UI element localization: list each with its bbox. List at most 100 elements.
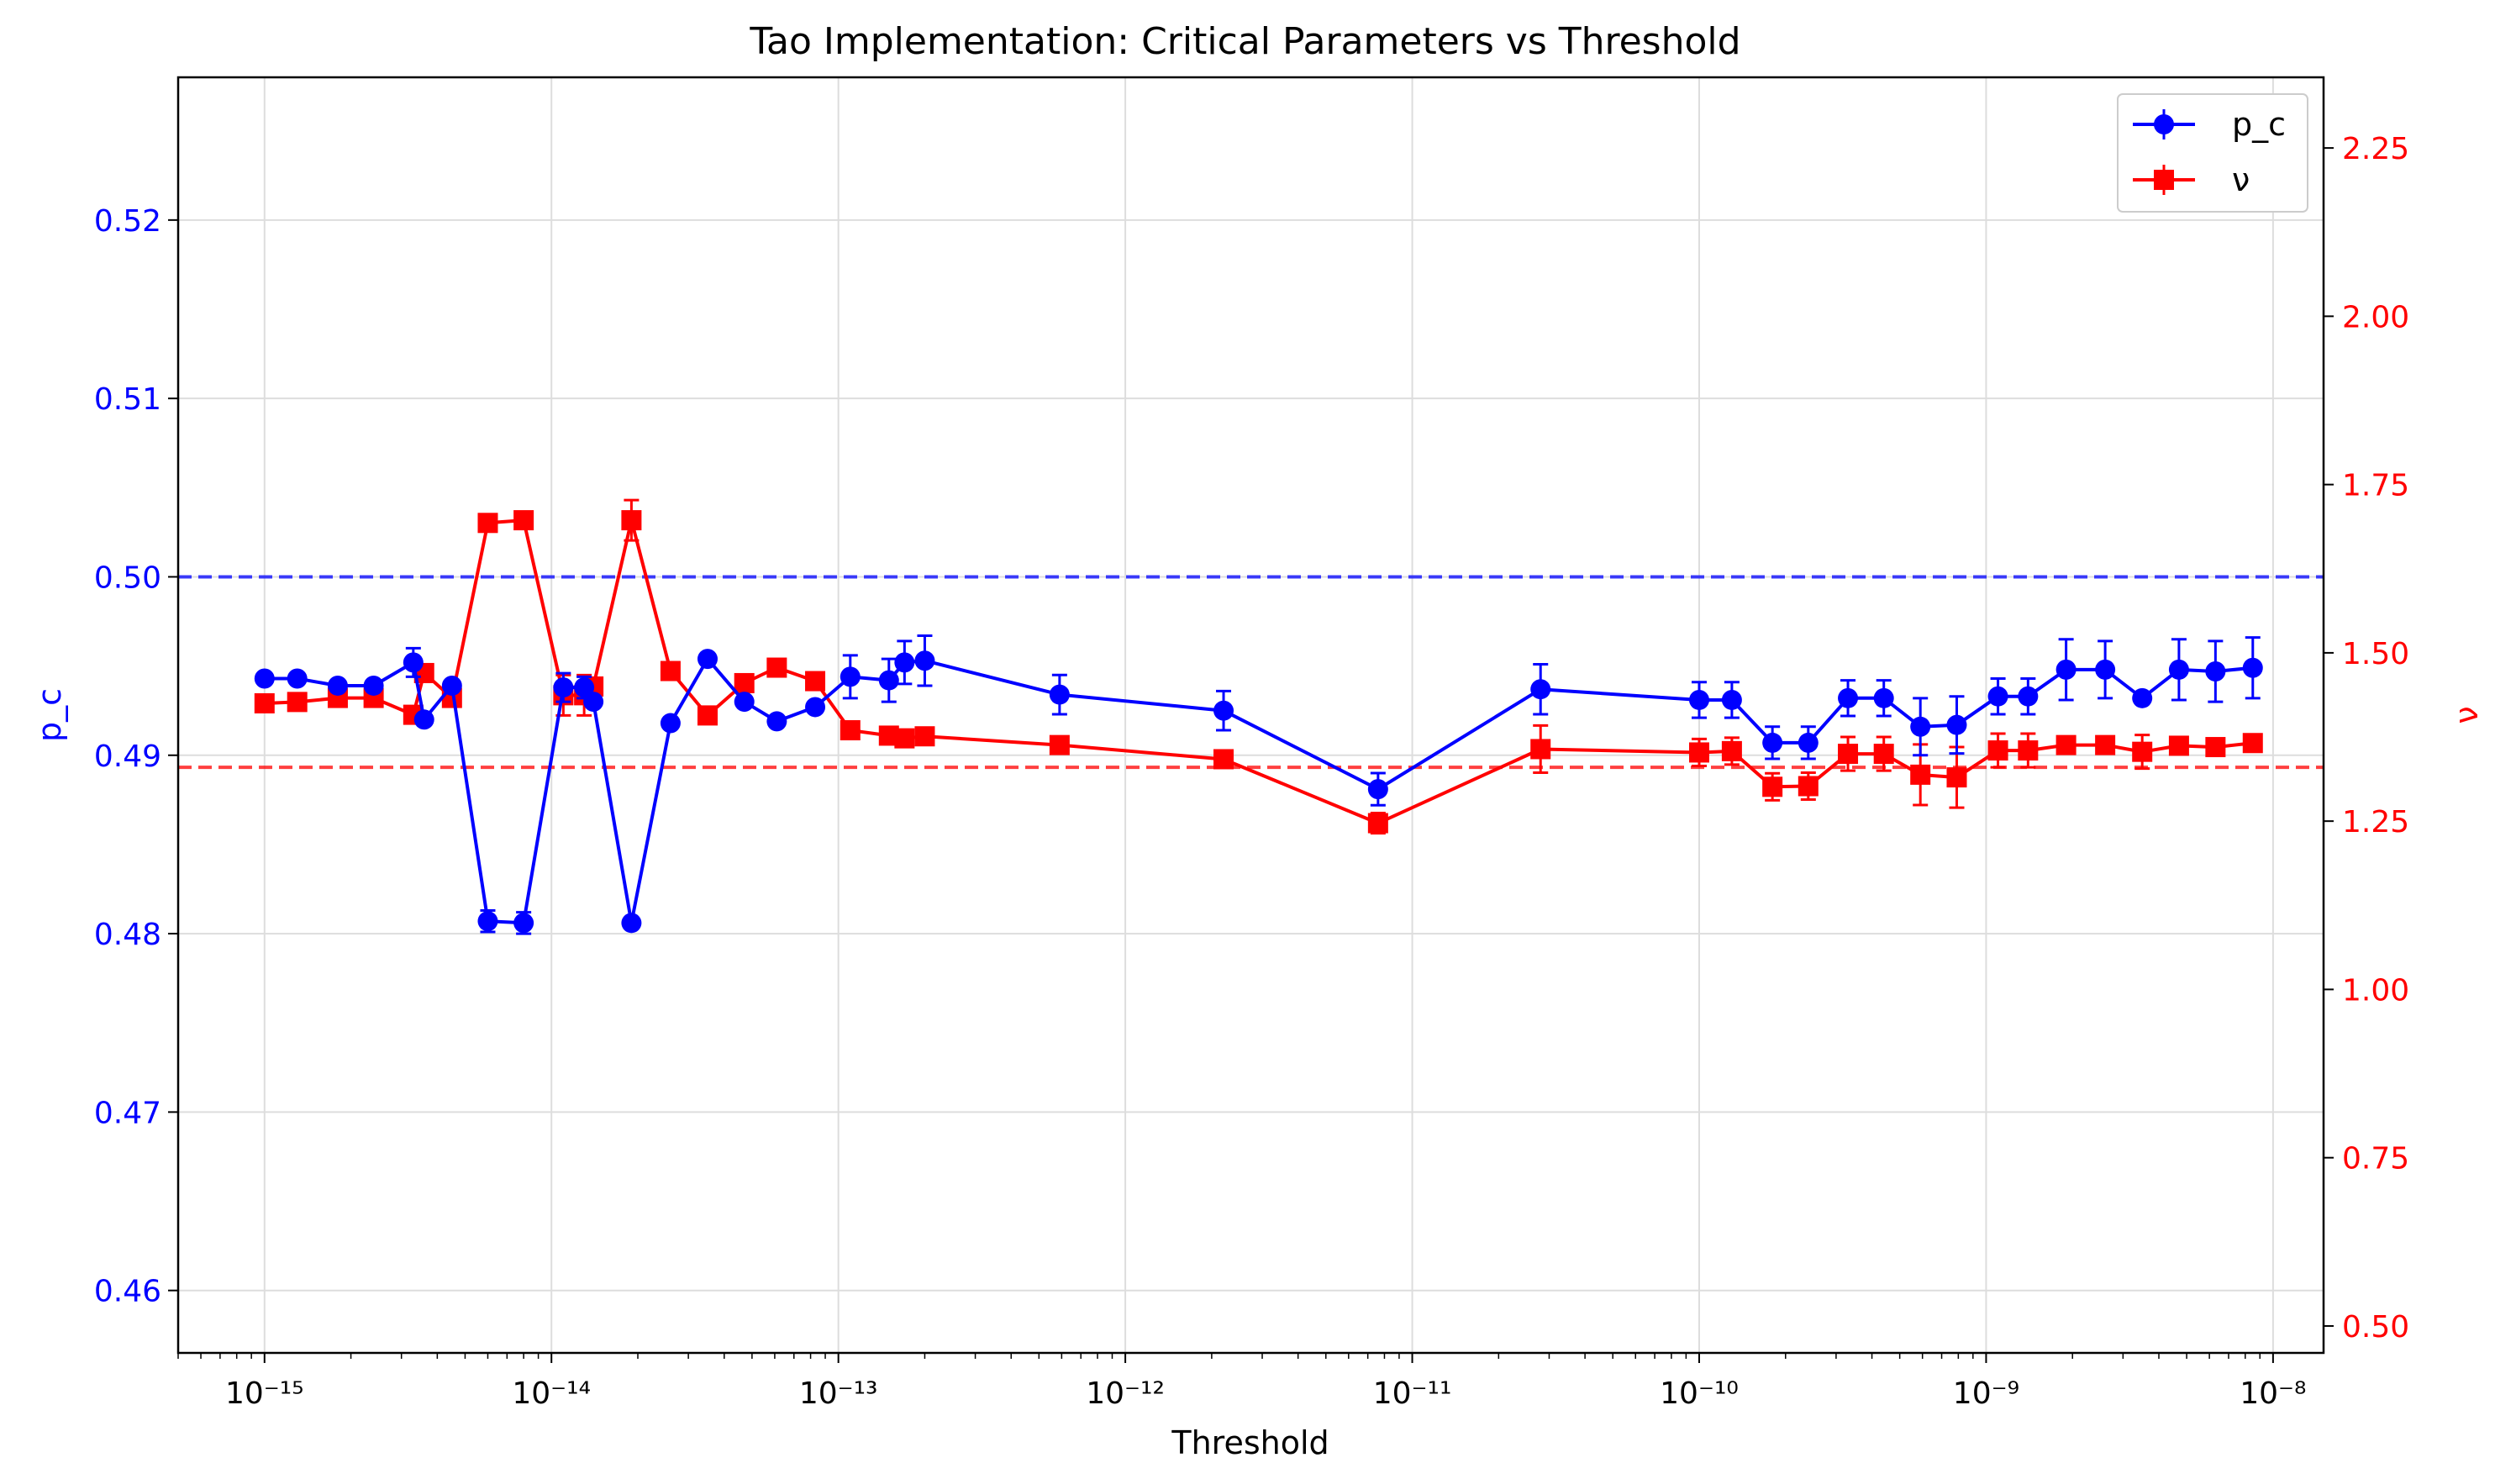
series-pc xyxy=(254,634,2263,935)
data-point-nu xyxy=(254,692,275,713)
data-point-pc xyxy=(1987,686,2008,707)
data-point-pc xyxy=(583,692,604,713)
data-point-pc xyxy=(1838,687,1859,708)
data-point-nu xyxy=(1721,740,1742,761)
data-point-pc xyxy=(327,675,348,696)
data-point-nu xyxy=(1910,764,1931,785)
data-point-pc xyxy=(513,913,534,934)
data-point-pc xyxy=(2205,660,2226,681)
data-point-pc xyxy=(894,652,915,673)
data-point-nu xyxy=(1367,813,1388,834)
legend-label-nu: ν xyxy=(2232,161,2250,198)
data-point-pc xyxy=(1946,714,1967,735)
data-point-pc xyxy=(734,692,755,713)
data-point-pc xyxy=(1688,689,1709,710)
data-point-pc xyxy=(287,668,308,689)
data-point-nu xyxy=(1798,776,1819,797)
data-point-nu xyxy=(1213,749,1234,770)
data-point-pc xyxy=(1762,732,1783,753)
y-axis-left-label: p_c xyxy=(31,688,68,742)
plot-frame xyxy=(176,76,2325,1355)
y-right-tick-label: 0.50 xyxy=(2342,1310,2409,1345)
data-point-nu xyxy=(2168,735,2189,756)
y-right-tick-label: 1.75 xyxy=(2342,469,2409,503)
x-tick-label: 10⁻¹¹ xyxy=(1373,1376,1452,1411)
x-axis-label: Threshold xyxy=(1171,1424,1329,1461)
data-point-nu xyxy=(1762,776,1783,797)
data-point-nu xyxy=(2205,737,2226,758)
data-point-nu xyxy=(1688,742,1709,763)
data-layer xyxy=(254,498,2263,935)
data-point-pc xyxy=(403,652,424,673)
legend: p_c ν xyxy=(2117,93,2308,213)
data-point-nu xyxy=(805,671,826,692)
data-point-pc xyxy=(477,911,498,932)
data-point-pc xyxy=(878,670,899,691)
y-left-tick-label: 0.51 xyxy=(94,382,161,417)
data-point-pc xyxy=(2055,659,2077,680)
data-point-pc xyxy=(2168,659,2189,680)
data-point-pc xyxy=(574,677,595,698)
y-left-tick-label: 0.48 xyxy=(94,918,161,952)
x-tick-label: 10⁻⁹ xyxy=(1953,1376,2019,1411)
data-point-pc xyxy=(1910,716,1931,737)
y-left-tick-label: 0.52 xyxy=(94,204,161,239)
data-point-nu xyxy=(2095,734,2116,755)
y-left-tick-label: 0.46 xyxy=(94,1275,161,1309)
data-point-nu xyxy=(1946,767,1967,788)
data-point-pc xyxy=(1367,779,1388,800)
data-point-nu xyxy=(1873,744,1894,765)
y-right-tick-label: 1.50 xyxy=(2342,637,2409,671)
data-point-nu xyxy=(1987,740,2008,761)
x-tick-label: 10⁻¹⁴ xyxy=(512,1376,591,1411)
legend-marker-nu xyxy=(2154,170,2174,190)
data-point-pc xyxy=(914,650,935,671)
data-point-nu xyxy=(734,672,755,693)
data-point-nu xyxy=(1049,734,1070,755)
data-point-nu xyxy=(477,513,498,534)
data-point-pc xyxy=(553,677,574,698)
data-point-pc xyxy=(1049,684,1070,705)
data-point-pc xyxy=(660,713,681,734)
y-left-tick-label: 0.47 xyxy=(94,1096,161,1130)
data-point-pc xyxy=(1721,689,1742,710)
reference-lines xyxy=(178,575,2324,770)
data-point-pc xyxy=(1873,687,1894,708)
data-point-nu xyxy=(2242,733,2263,754)
y-right-tick-label: 2.00 xyxy=(2342,300,2409,334)
data-point-pc xyxy=(1213,700,1234,721)
data-point-nu xyxy=(2018,740,2039,761)
chart-title: Tao Implementation: Critical Parameters … xyxy=(749,20,1740,63)
data-point-nu xyxy=(766,657,787,678)
data-point-nu xyxy=(287,692,308,713)
data-point-pc xyxy=(2132,687,2153,708)
y-right-tick-label: 1.25 xyxy=(2342,805,2409,839)
data-point-nu xyxy=(914,726,935,747)
data-point-pc xyxy=(621,913,642,934)
y-right-tick-label: 1.00 xyxy=(2342,973,2409,1008)
data-point-nu xyxy=(660,660,681,681)
data-point-pc xyxy=(254,668,275,689)
data-point-nu xyxy=(894,728,915,749)
y-right-tick-label: 2.25 xyxy=(2342,132,2409,166)
data-point-pc xyxy=(697,649,718,670)
data-point-pc xyxy=(2242,657,2263,678)
data-point-pc xyxy=(1798,732,1819,753)
data-point-nu xyxy=(697,705,718,726)
series-nu xyxy=(254,498,2263,835)
x-tick-label: 10⁻¹⁵ xyxy=(225,1376,304,1411)
data-point-nu xyxy=(1838,744,1859,765)
data-point-nu xyxy=(2132,741,2153,762)
data-point-nu xyxy=(840,720,861,741)
x-tick-label: 10⁻¹² xyxy=(1086,1376,1165,1411)
data-point-nu xyxy=(621,510,642,531)
legend-entry-nu: ν xyxy=(2133,161,2250,198)
y-right-tick-label: 0.75 xyxy=(2342,1142,2409,1176)
legend-marker-pc xyxy=(2154,114,2174,134)
data-point-pc xyxy=(805,697,826,718)
y-left-tick-label: 0.49 xyxy=(94,739,161,774)
data-point-nu xyxy=(2055,734,2077,755)
axis-ticks: 10⁻¹⁵ 10⁻¹⁴ 10⁻¹³ 10⁻¹² 10⁻¹¹ 10⁻¹⁰ 10⁻⁹ 10⁻⁸ 0.… xyxy=(94,132,2409,1411)
data-point-pc xyxy=(766,711,787,732)
data-point-nu xyxy=(513,510,534,531)
